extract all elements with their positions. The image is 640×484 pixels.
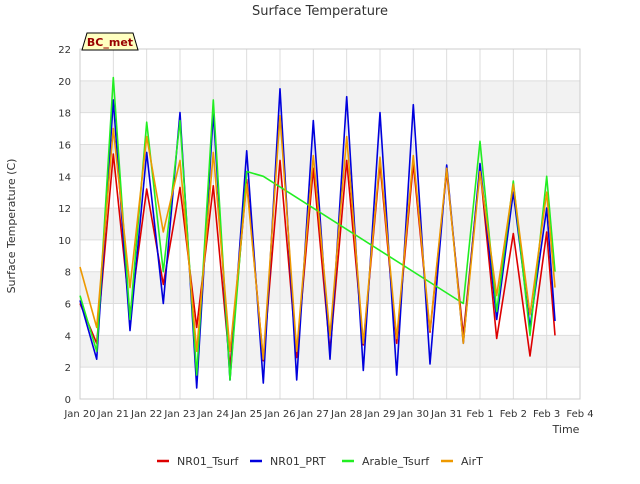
x-tick-label: Jan 21 bbox=[97, 409, 129, 420]
x-tick-label: Jan 27 bbox=[297, 409, 329, 420]
y-tick-label: 22 bbox=[58, 45, 71, 56]
chart-title: Surface Temperature bbox=[252, 4, 388, 19]
x-tick-label: Jan 28 bbox=[330, 409, 362, 420]
background-bands bbox=[80, 80, 580, 368]
legend-label-NR01_PRT: NR01_PRT bbox=[270, 455, 326, 468]
y-tick-label: 14 bbox=[58, 172, 71, 183]
x-tick-label: Jan 29 bbox=[363, 409, 395, 420]
x-axis-label: Time bbox=[552, 423, 580, 436]
station-badge: BC_met bbox=[81, 32, 139, 51]
x-tick-label: Jan 26 bbox=[263, 409, 295, 420]
y-tick-label: 10 bbox=[58, 236, 71, 247]
x-tick-label: Jan 31 bbox=[430, 409, 462, 420]
legend-label-AirT: AirT bbox=[461, 455, 483, 468]
x-tick-label: Jan 23 bbox=[163, 409, 195, 420]
y-tick-label: 2 bbox=[65, 363, 71, 374]
y-tick-label: 6 bbox=[65, 300, 71, 311]
x-tick-label: Jan 20 bbox=[63, 409, 95, 420]
y-tick-label: 8 bbox=[65, 268, 71, 279]
x-tick-label: Feb 3 bbox=[533, 409, 560, 420]
series-line-AirT bbox=[79, 115, 556, 361]
y-tick-label: 16 bbox=[58, 140, 71, 151]
badge-text: BC_met bbox=[87, 36, 133, 49]
y-tick-label: 20 bbox=[58, 77, 71, 88]
y-tick-label: 12 bbox=[58, 204, 71, 215]
badge-shape bbox=[81, 32, 139, 51]
background-band bbox=[80, 208, 580, 240]
x-tick-label: Feb 1 bbox=[466, 409, 493, 420]
legend: NR01_Tsurf NR01_PRT Arable_Tsurf AirT bbox=[157, 455, 483, 468]
background-band bbox=[80, 144, 580, 177]
x-tick-label: Jan 30 bbox=[397, 409, 429, 420]
x-tick-label: Jan 22 bbox=[130, 409, 162, 420]
background-band bbox=[80, 80, 580, 113]
x-tick-label: Feb 2 bbox=[500, 409, 527, 420]
plot-frame bbox=[79, 48, 581, 400]
y-tick-label: 0 bbox=[65, 395, 71, 406]
y-tick-label: 4 bbox=[65, 331, 71, 342]
series-line-Arable_Tsurf bbox=[79, 76, 556, 381]
x-tick-label: Feb 4 bbox=[566, 409, 593, 420]
y-tick-label: 18 bbox=[58, 109, 71, 120]
series-lines bbox=[79, 76, 556, 389]
legend-label-NR01_Tsurf: NR01_Tsurf bbox=[177, 455, 239, 468]
x-tick-label: Jan 24 bbox=[197, 409, 229, 420]
y-axis-label: Surface Temperature (C) bbox=[5, 159, 18, 294]
legend-label-Arable_Tsurf: Arable_Tsurf bbox=[362, 455, 430, 468]
x-tick-label: Jan 25 bbox=[230, 409, 262, 420]
